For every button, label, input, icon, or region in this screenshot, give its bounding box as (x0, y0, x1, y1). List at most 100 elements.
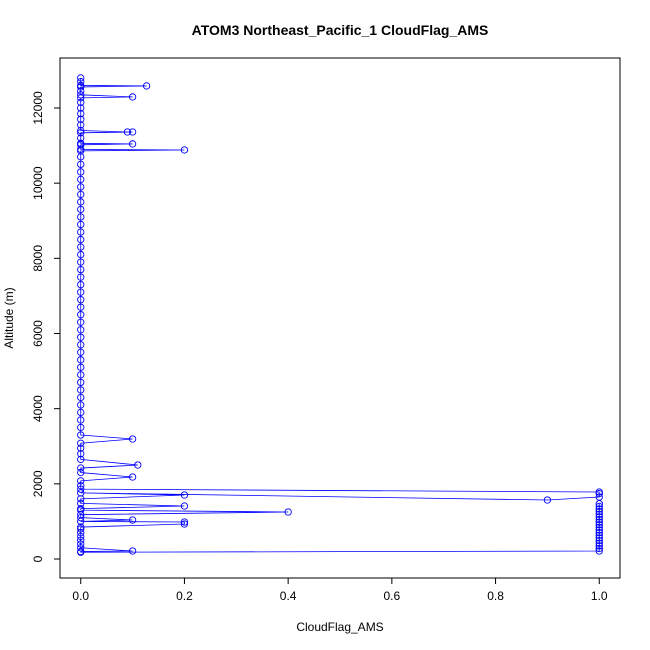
data-point (134, 461, 142, 469)
y-tick-label: 4000 (31, 395, 45, 422)
y-axis-label: Altitude (m) (2, 287, 16, 348)
data-point (595, 544, 603, 553)
data-point (77, 482, 85, 490)
data-point (595, 534, 603, 542)
data-point (595, 523, 603, 532)
data-point (128, 93, 137, 101)
y-tick-label: 10000 (31, 166, 45, 200)
data-point (595, 521, 603, 529)
data-point (77, 532, 85, 541)
x-tick-label: 0.2 (176, 589, 193, 603)
data-point (77, 288, 85, 296)
data-point (595, 510, 603, 518)
data-point (77, 220, 85, 229)
data-point (77, 525, 85, 533)
data-point (77, 94, 85, 102)
data-point (77, 468, 85, 477)
data-point (77, 341, 85, 349)
x-tick-label: 0.6 (384, 589, 401, 603)
data-point (77, 235, 85, 244)
x-axis-label: CloudFlag_AMS (296, 620, 383, 634)
data-point (77, 477, 85, 485)
data-point (595, 526, 603, 534)
x-tick-label: 0.8 (487, 589, 504, 603)
data-point (77, 408, 85, 417)
data-point (77, 423, 85, 432)
data-point (180, 502, 189, 510)
plot-frame (59, 57, 621, 579)
x-tick-label: 1.0 (591, 589, 608, 603)
data-point (595, 542, 603, 550)
data-point (77, 160, 85, 169)
data-point (77, 198, 85, 206)
data-point (77, 464, 85, 472)
data-point (77, 273, 85, 281)
data-point (77, 168, 85, 176)
data-point (77, 126, 85, 135)
data-point (77, 348, 85, 356)
data-point (284, 508, 292, 516)
data-point (77, 431, 85, 439)
data-point (77, 506, 85, 514)
data-point (180, 520, 189, 528)
data-point (595, 508, 603, 516)
data-point (77, 536, 85, 544)
data-point (77, 280, 85, 289)
data-point (77, 115, 85, 123)
data-point (77, 333, 85, 341)
data-point (128, 516, 137, 524)
data-point (77, 548, 85, 556)
data-point (142, 82, 151, 90)
data-point (77, 455, 85, 464)
data-point (77, 363, 85, 371)
data-point (77, 104, 85, 112)
y-tick-label: 2000 (31, 470, 45, 497)
data-point (77, 318, 85, 326)
data-point (77, 326, 85, 334)
x-tick-label: 0.0 (72, 589, 89, 603)
data-point (77, 205, 85, 214)
chart-title: ATOM3 Northeast_Pacific_1 CloudFlag_AMS (192, 22, 489, 38)
data-point (77, 393, 85, 402)
y-tick-label: 6000 (31, 320, 45, 347)
data-point (595, 513, 603, 521)
data-point (595, 531, 603, 539)
data-point (77, 265, 85, 274)
data-point (180, 518, 189, 526)
data-point (595, 529, 603, 537)
data-point (77, 386, 85, 394)
data-point (77, 517, 85, 526)
data-point (77, 495, 85, 503)
data-point (77, 296, 85, 304)
data-point (595, 500, 603, 508)
data-point (123, 128, 132, 136)
data-point (77, 523, 85, 531)
data-point (77, 258, 85, 266)
data-point (77, 183, 85, 191)
data-point (77, 213, 85, 221)
data-point (77, 243, 85, 251)
data-point (77, 544, 85, 552)
data-point (77, 190, 85, 199)
data-point (77, 450, 85, 458)
data-point (77, 250, 85, 259)
data-point (77, 439, 85, 447)
data-point (77, 78, 85, 86)
y-tick-label: 8000 (31, 245, 45, 272)
data-point (77, 109, 85, 118)
data-point (595, 518, 603, 526)
data-point (77, 121, 85, 129)
data-point (543, 496, 552, 504)
data-point (128, 473, 137, 481)
data-point (77, 74, 85, 82)
y-tick-label: 12000 (31, 91, 45, 125)
data-point (128, 435, 137, 443)
data-point (595, 547, 603, 555)
data-point (128, 140, 137, 148)
data-point (77, 228, 85, 236)
data-point (128, 547, 137, 555)
data-line (80, 77, 600, 553)
data-point (595, 505, 603, 513)
data-point (77, 303, 85, 311)
